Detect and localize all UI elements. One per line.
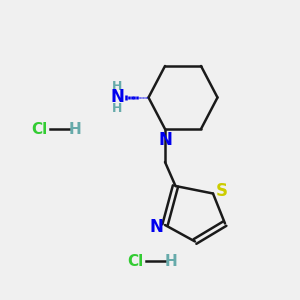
Text: H: H: [112, 80, 122, 93]
Text: Cl: Cl: [127, 254, 143, 268]
Text: N: N: [158, 131, 172, 149]
Text: N: N: [110, 88, 124, 106]
Text: H: H: [165, 254, 177, 268]
Text: H: H: [69, 122, 81, 136]
Text: H: H: [112, 102, 122, 116]
Text: N: N: [150, 218, 164, 236]
Text: S: S: [215, 182, 227, 200]
Text: Cl: Cl: [31, 122, 47, 136]
